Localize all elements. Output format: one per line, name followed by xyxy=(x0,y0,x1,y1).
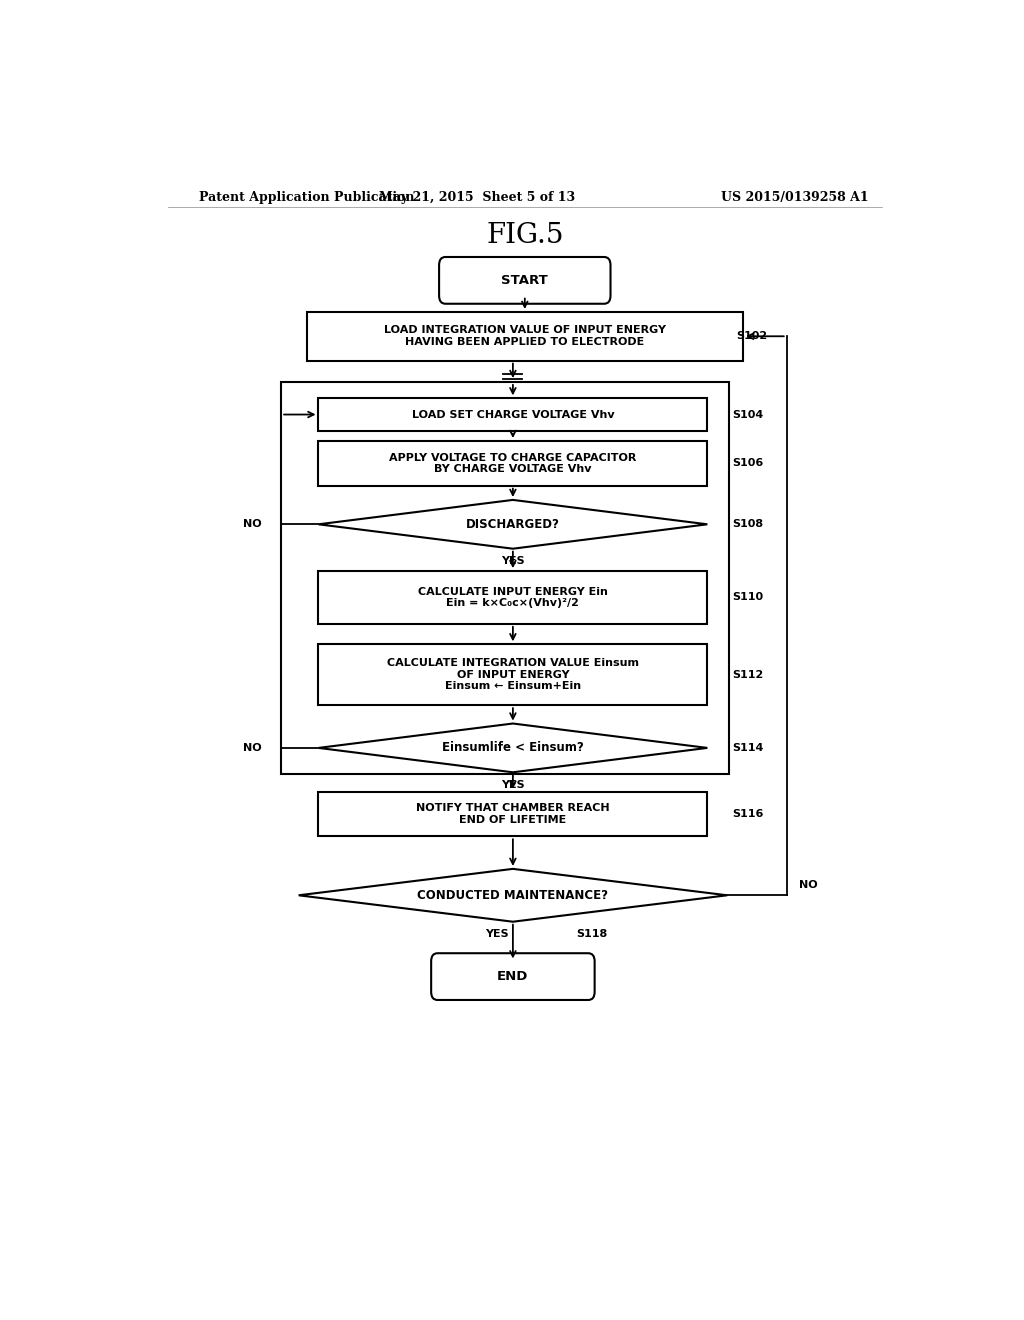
Text: FIG.5: FIG.5 xyxy=(486,222,563,249)
Text: S118: S118 xyxy=(577,929,607,939)
Polygon shape xyxy=(318,500,708,549)
Text: S114: S114 xyxy=(733,743,764,752)
Text: Patent Application Publication: Patent Application Publication xyxy=(200,190,415,203)
Text: CALCULATE INTEGRATION VALUE Einsum
OF INPUT ENERGY
Einsum ← Einsum+Ein: CALCULATE INTEGRATION VALUE Einsum OF IN… xyxy=(387,659,639,692)
Bar xyxy=(282,381,729,775)
Text: US 2015/0139258 A1: US 2015/0139258 A1 xyxy=(721,190,868,203)
FancyBboxPatch shape xyxy=(431,953,595,1001)
Text: S106: S106 xyxy=(733,458,764,469)
Bar xyxy=(318,441,708,486)
Text: APPLY VOLTAGE TO CHARGE CAPACITOR
BY CHARGE VOLTAGE Vhv: APPLY VOLTAGE TO CHARGE CAPACITOR BY CHA… xyxy=(389,453,637,474)
Bar xyxy=(318,399,708,430)
Text: S108: S108 xyxy=(733,519,764,529)
Text: May 21, 2015  Sheet 5 of 13: May 21, 2015 Sheet 5 of 13 xyxy=(379,190,575,203)
Text: CONDUCTED MAINTENANCE?: CONDUCTED MAINTENANCE? xyxy=(418,888,608,902)
Text: LOAD INTEGRATION VALUE OF INPUT ENERGY
HAVING BEEN APPLIED TO ELECTRODE: LOAD INTEGRATION VALUE OF INPUT ENERGY H… xyxy=(384,326,666,347)
Text: YES: YES xyxy=(501,556,524,566)
Text: Einsumlife < Einsum?: Einsumlife < Einsum? xyxy=(442,742,584,755)
Text: YES: YES xyxy=(501,780,524,789)
Bar xyxy=(318,644,708,705)
Text: NO: NO xyxy=(799,880,817,890)
Text: S116: S116 xyxy=(733,809,764,818)
Bar xyxy=(318,572,708,624)
Text: S102: S102 xyxy=(736,331,768,342)
Text: END: END xyxy=(498,970,528,983)
Bar xyxy=(318,792,708,837)
Text: DISCHARGED?: DISCHARGED? xyxy=(466,517,560,531)
Text: NO: NO xyxy=(243,743,261,752)
Text: S104: S104 xyxy=(733,409,764,420)
Text: S110: S110 xyxy=(733,593,764,602)
Text: START: START xyxy=(502,273,548,286)
Text: NOTIFY THAT CHAMBER REACH
END OF LIFETIME: NOTIFY THAT CHAMBER REACH END OF LIFETIM… xyxy=(416,803,609,825)
Text: LOAD SET CHARGE VOLTAGE Vhv: LOAD SET CHARGE VOLTAGE Vhv xyxy=(412,409,614,420)
Text: CALCULATE INPUT ENERGY Ein
Ein = k×C₀ᴄ×(Vhv)²/2: CALCULATE INPUT ENERGY Ein Ein = k×C₀ᴄ×(… xyxy=(418,586,608,609)
FancyBboxPatch shape xyxy=(439,257,610,304)
Text: NO: NO xyxy=(243,519,261,529)
Bar xyxy=(306,312,743,360)
Polygon shape xyxy=(299,869,727,921)
Text: YES: YES xyxy=(485,929,509,939)
Polygon shape xyxy=(318,723,708,772)
Text: S112: S112 xyxy=(733,669,764,680)
